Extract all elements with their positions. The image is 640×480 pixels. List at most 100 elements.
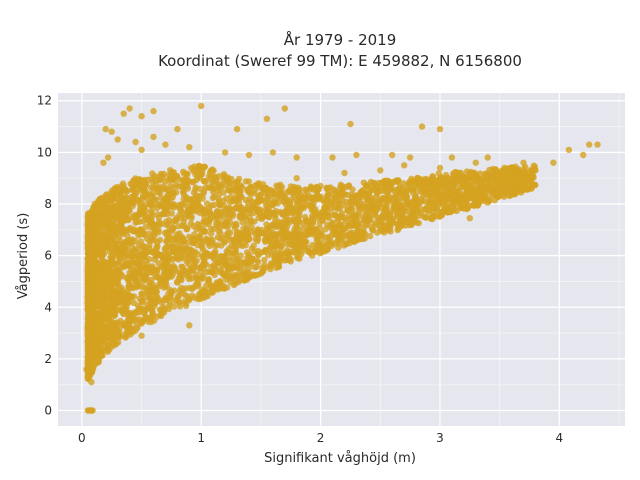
- data-point: [281, 221, 289, 228]
- data-point: [108, 128, 115, 135]
- data-point: [220, 189, 227, 196]
- data-point: [155, 229, 162, 236]
- data-point: [521, 180, 529, 188]
- data-point: [278, 244, 285, 251]
- data-point: [295, 253, 302, 260]
- data-point: [106, 269, 113, 277]
- data-point: [185, 297, 193, 304]
- data-point: [420, 187, 427, 194]
- data-point: [386, 211, 393, 218]
- data-point: [401, 162, 408, 169]
- data-point: [106, 305, 114, 313]
- data-point: [594, 141, 601, 148]
- data-point: [365, 194, 372, 201]
- data-point: [104, 259, 111, 267]
- data-point: [354, 236, 361, 244]
- data-point: [416, 208, 423, 215]
- data-point: [335, 244, 342, 251]
- data-point: [520, 159, 527, 166]
- data-point: [565, 146, 573, 153]
- data-point: [133, 264, 140, 271]
- data-point: [194, 193, 202, 200]
- data-point: [148, 184, 155, 191]
- data-point: [141, 252, 149, 259]
- data-point: [201, 163, 208, 171]
- data-point: [149, 248, 157, 255]
- data-point: [347, 220, 354, 227]
- data-point: [243, 226, 250, 234]
- data-point: [122, 194, 129, 201]
- data-point: [120, 204, 128, 212]
- data-point: [227, 180, 234, 187]
- data-point: [255, 209, 262, 216]
- data-point: [430, 181, 437, 189]
- data-point: [263, 115, 271, 123]
- x-tick-label: 1: [197, 431, 205, 445]
- data-point: [360, 203, 367, 211]
- data-point: [211, 201, 218, 209]
- data-point: [414, 175, 421, 182]
- data-point: [399, 212, 406, 220]
- data-point: [147, 237, 154, 245]
- data-point: [139, 195, 146, 202]
- data-point: [180, 195, 187, 203]
- data-point: [373, 186, 380, 194]
- data-point: [426, 199, 433, 207]
- data-point: [113, 268, 121, 276]
- data-point: [85, 217, 92, 224]
- data-point: [399, 207, 407, 214]
- data-point: [128, 258, 136, 266]
- data-point: [394, 186, 401, 193]
- data-point: [284, 233, 291, 240]
- data-point: [321, 206, 328, 213]
- data-point: [238, 213, 246, 220]
- data-point: [180, 168, 187, 175]
- data-point: [345, 237, 353, 245]
- data-point: [168, 210, 175, 217]
- data-point: [287, 200, 294, 207]
- data-point: [165, 235, 173, 242]
- data-point: [182, 211, 190, 218]
- data-point: [475, 201, 482, 208]
- data-point: [470, 195, 478, 202]
- data-point: [418, 198, 426, 205]
- data-point: [185, 275, 192, 283]
- data-point: [389, 151, 396, 159]
- data-point: [165, 290, 172, 298]
- data-point: [427, 215, 435, 222]
- data-point: [406, 178, 413, 185]
- data-point: [132, 138, 139, 146]
- data-point: [120, 110, 127, 117]
- data-point: [223, 248, 230, 255]
- data-point: [312, 247, 319, 254]
- data-point: [374, 199, 382, 206]
- data-point: [205, 173, 212, 180]
- data-point: [129, 285, 136, 292]
- data-point: [126, 105, 133, 112]
- data-point: [329, 154, 336, 161]
- data-point: [173, 181, 180, 188]
- data-point: [156, 236, 164, 244]
- data-point: [198, 102, 205, 110]
- data-point: [108, 196, 115, 203]
- data-point: [296, 212, 303, 219]
- data-point: [84, 368, 92, 375]
- data-point: [342, 183, 350, 191]
- data-point: [209, 185, 217, 192]
- data-point: [96, 343, 104, 350]
- data-point: [87, 314, 94, 321]
- data-point: [392, 193, 399, 201]
- data-point: [279, 211, 286, 218]
- data-point: [115, 339, 122, 346]
- data-point: [442, 175, 449, 182]
- data-point: [152, 196, 160, 203]
- data-point: [207, 283, 214, 291]
- data-point: [287, 255, 294, 263]
- data-point: [436, 164, 444, 172]
- data-point: [293, 220, 300, 227]
- data-point: [91, 295, 98, 303]
- data-point: [461, 198, 468, 206]
- data-point: [293, 186, 300, 194]
- data-point: [146, 279, 153, 286]
